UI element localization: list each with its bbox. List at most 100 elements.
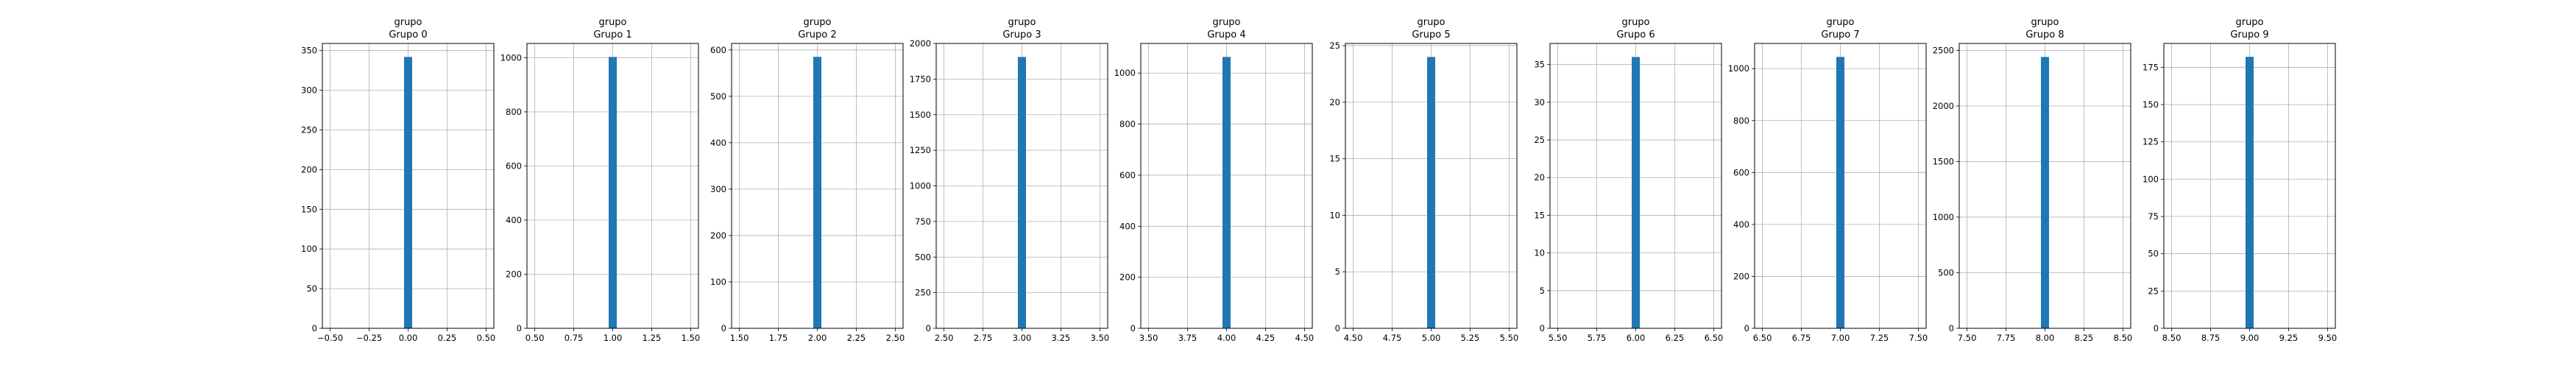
bar [2041,57,2049,328]
y-tick-label: 100 [2142,174,2159,184]
x-tick-label: 6.25 [1666,333,1685,343]
x-tick-label: 2.50 [935,333,954,343]
y-tick-label: 10 [1534,248,1545,258]
y-tick-label: 1500 [1933,156,1954,166]
y-tick-label: 600 [1119,170,1136,180]
x-tick-label: 3.25 [1052,333,1071,343]
y-tick-label: 1000 [910,181,931,191]
subplot-title: grupo [1417,17,1445,28]
y-tick-label: 1750 [910,74,931,84]
subplot-title: grupo [1826,17,1854,28]
subplot-subtitle: Grupo 0 [389,29,427,40]
bar [404,57,412,329]
x-tick-label: 2.75 [974,333,993,343]
x-tick-label: 1.00 [604,333,623,343]
x-tick-label: −0.50 [317,333,343,343]
y-tick-label: 750 [915,216,931,227]
x-tick-label: 6.50 [1705,333,1724,343]
x-tick-label: 7.50 [1958,333,1977,343]
subplot-title: grupo [1621,17,1649,28]
subplot-subtitle: Grupo 1 [593,29,631,40]
y-tick-label: 0 [1540,323,1545,333]
subplot-subtitle: Grupo 7 [1821,29,1859,40]
y-tick-label: 350 [301,46,317,56]
x-tick-label: 0.25 [438,333,457,343]
x-tick-label: 6.75 [1792,333,1811,343]
y-tick-label: 600 [710,45,726,55]
y-tick-label: 25 [1329,40,1340,51]
subplot-subtitle: Grupo 8 [2025,29,2064,40]
x-tick-label: 3.50 [1139,333,1158,343]
x-tick-label: 4.75 [1383,333,1402,343]
y-tick-label: 0 [1335,323,1340,333]
y-tick-label: 50 [2148,249,2159,259]
bar [609,57,617,328]
y-tick-label: 2500 [1933,45,1954,55]
x-tick-label: 5.25 [1461,333,1480,343]
y-tick-label: 150 [301,204,317,214]
bar [1427,57,1435,328]
x-tick-label: 8.25 [2075,333,2094,343]
y-tick-label: 200 [301,164,317,174]
x-tick-label: 7.25 [1870,333,1889,343]
y-tick-label: 1000 [1728,63,1749,74]
y-tick-label: 200 [1119,272,1136,283]
x-tick-label: 0.50 [526,333,545,343]
subplot-title: grupo [2031,17,2059,28]
subplot-subtitle: Grupo 9 [2230,29,2268,40]
y-tick-label: 2000 [910,38,931,49]
bar [1836,57,1844,328]
y-tick-label: 500 [915,252,931,262]
subplot-3: 2.50 2.75 3.00 3.25 3.50 0 250 500 750 1000 1250 15… [910,17,1109,343]
y-tick-label: 200 [506,269,522,279]
y-tick-label: 300 [710,184,726,194]
y-tick-label: 15 [1329,154,1340,164]
bar [1222,57,1231,329]
y-tick-label: 0 [1949,323,1954,333]
y-tick-label: 175 [2142,62,2159,72]
y-tick-label: 1000 [500,52,522,63]
subplot-7: 6.50 6.75 7.00 7.25 7.50 0 200 400 600 800 1000 gru… [1728,17,1928,343]
subplot-title: grupo [2235,17,2263,28]
y-tick-label: 200 [710,230,726,241]
y-tick-label: 10 [1329,210,1340,220]
y-tick-label: 0 [721,323,726,333]
x-tick-label: 7.00 [1831,333,1850,343]
y-tick-label: 75 [2148,211,2159,222]
bar [813,57,821,328]
x-tick-label: 0.00 [399,333,418,343]
x-tick-label: 3.75 [1178,333,1197,343]
y-tick-label: 250 [301,125,317,135]
y-tick-label: 500 [710,91,726,102]
x-tick-label: 5.75 [1588,333,1607,343]
subplot-title: grupo [803,17,831,28]
x-tick-label: 1.75 [769,333,788,343]
subplot-title: grupo [394,17,422,28]
x-tick-label: 1.25 [643,333,662,343]
y-tick-label: 2000 [1933,101,1954,111]
y-tick-label: 50 [306,283,317,294]
y-tick-label: 25 [1534,135,1545,145]
y-tick-label: 0 [312,323,317,333]
x-tick-label: 7.50 [1909,333,1928,343]
x-tick-label: 5.00 [1422,333,1441,343]
y-tick-label: 100 [710,277,726,287]
y-tick-label: 1000 [1114,68,1136,78]
y-tick-label: 400 [506,215,522,225]
subplot-subtitle: Grupo 6 [1616,29,1655,40]
y-tick-label: 800 [1733,116,1749,126]
x-tick-label: 2.00 [808,333,827,343]
y-tick-label: 5 [1335,266,1340,277]
bar [1632,57,1640,328]
y-tick-label: 15 [1534,210,1545,220]
y-tick-label: 20 [1534,172,1545,183]
x-tick-label: 8.50 [2162,333,2182,343]
y-tick-label: 1500 [910,110,931,120]
y-tick-label: 200 [1733,271,1749,281]
subplot-title: grupo [1008,17,1036,28]
y-tick-label: 0 [1130,323,1136,333]
y-tick-label: 500 [1938,267,1954,278]
y-tick-label: 600 [506,160,522,171]
x-tick-label: 4.25 [1256,333,1275,343]
